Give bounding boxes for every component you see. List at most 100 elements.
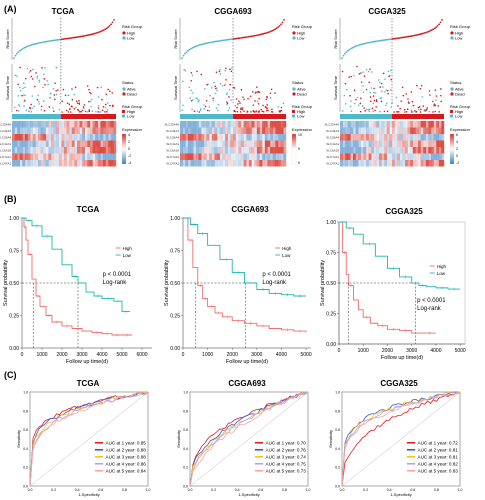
survival-point xyxy=(388,75,390,78)
heatmap-cell xyxy=(203,134,207,141)
legend-risk-swatch xyxy=(122,31,126,35)
survival-point xyxy=(266,96,268,99)
heatmap-cell xyxy=(77,147,80,154)
heatmap-cell xyxy=(267,134,271,141)
survival-point xyxy=(364,110,367,112)
heatmap-cell xyxy=(267,160,271,167)
heatmap-cell xyxy=(71,153,75,160)
heatmap-cell xyxy=(423,160,426,167)
roc-x-tick-label: 0.2 xyxy=(363,488,368,492)
risk-score-point xyxy=(17,51,20,54)
heatmap-cell xyxy=(405,121,408,128)
risk-score-point xyxy=(34,42,37,45)
survival-point xyxy=(381,90,383,93)
risk-score-point xyxy=(68,37,70,40)
heatmap-cell xyxy=(201,127,205,134)
survival-point xyxy=(405,110,408,113)
heatmap-cell xyxy=(248,147,252,154)
survival-point xyxy=(261,110,264,113)
roc-y-tick-label: 1.0 xyxy=(183,391,188,395)
survival-point xyxy=(353,74,355,77)
heatmap-cell xyxy=(415,147,419,154)
survival-point xyxy=(258,97,260,100)
heatmap-cell xyxy=(40,147,44,154)
panel-label-b: (B) xyxy=(4,194,17,204)
heatmap-cell xyxy=(69,140,72,147)
survival-point xyxy=(190,89,193,92)
heatmap-cell xyxy=(345,147,348,154)
legend-status-swatch xyxy=(450,87,454,91)
heatmap-cell xyxy=(272,160,276,167)
legend-status-swatch xyxy=(450,92,454,96)
heatmap-cell xyxy=(262,140,265,147)
heatmap-cell xyxy=(100,121,104,128)
survival-point xyxy=(82,106,85,108)
heatmap-cell xyxy=(209,134,212,141)
heatmap-cell xyxy=(58,134,62,141)
heatmap-cell xyxy=(397,147,400,154)
heatmap-cell xyxy=(201,153,205,160)
heatmap-cell xyxy=(187,160,191,167)
heatmap-cell xyxy=(392,140,395,147)
survival-point xyxy=(400,100,403,102)
risk-score-point xyxy=(374,40,377,43)
heatmap-cell xyxy=(90,160,93,167)
heatmap-cell xyxy=(198,147,202,154)
survival-point xyxy=(375,106,377,108)
expression-tick: 5 xyxy=(298,147,300,151)
heatmap-cell xyxy=(61,121,65,128)
heatmap-cell xyxy=(38,153,41,160)
heatmap-cell xyxy=(340,140,343,147)
legend-risk-title: Risk Group xyxy=(292,24,313,29)
heatmap-cell xyxy=(77,153,80,160)
heatmap-cell xyxy=(182,153,186,160)
legend-status-title: Status xyxy=(292,80,303,85)
heatmap-cell xyxy=(206,153,210,160)
heatmap-cell xyxy=(340,127,343,134)
heatmap-cell xyxy=(272,140,276,147)
heatmap-cell xyxy=(233,121,236,128)
heatmap-cell xyxy=(366,127,369,134)
roc-legend-label: AUC at 3 year: 0.74 xyxy=(266,455,307,460)
heatmap-cell xyxy=(227,127,231,134)
survival-point xyxy=(54,82,56,85)
survival-point xyxy=(380,100,383,103)
roc-x-tick-label: 0.4 xyxy=(75,488,80,492)
risk-score-point xyxy=(36,42,39,45)
km-curve-high xyxy=(22,217,132,336)
heatmap-cell xyxy=(436,140,439,147)
heatmap-cell xyxy=(17,147,20,154)
survival-point xyxy=(225,79,227,81)
heatmap-cell xyxy=(90,134,93,141)
survival-point xyxy=(238,100,240,102)
heatmap-cell xyxy=(283,134,287,141)
survival-point xyxy=(365,88,368,91)
heatmap-cell xyxy=(368,134,372,141)
title-c-tcga: TCGA xyxy=(77,379,100,388)
heatmap-cell xyxy=(360,134,364,141)
survival-point xyxy=(191,74,194,77)
km-curve-low xyxy=(339,221,461,290)
survival-point xyxy=(206,109,209,112)
roc-curve-5 xyxy=(189,391,309,487)
heatmap-cell xyxy=(355,147,359,154)
survival-point xyxy=(360,81,363,83)
risk-score-point xyxy=(423,32,426,34)
survival-point xyxy=(435,95,438,97)
survival-point xyxy=(193,110,196,112)
survival-point xyxy=(412,111,414,113)
heatmap-cell xyxy=(347,160,351,167)
survival-point xyxy=(224,84,226,86)
survival-point xyxy=(410,111,413,113)
legend-risk-label: High xyxy=(297,31,305,36)
survival-point xyxy=(262,110,265,113)
heatmap-cell xyxy=(203,160,207,167)
km-x-tick-label: 5000 xyxy=(116,352,127,358)
survival-point xyxy=(386,102,388,104)
survival-point xyxy=(88,88,90,91)
survival-point xyxy=(38,81,41,83)
roc-x-tick-label: 0.0 xyxy=(188,488,193,492)
heatmap-cell xyxy=(389,153,393,160)
heatmap-cell xyxy=(342,121,346,128)
heatmap-cell xyxy=(19,147,23,154)
